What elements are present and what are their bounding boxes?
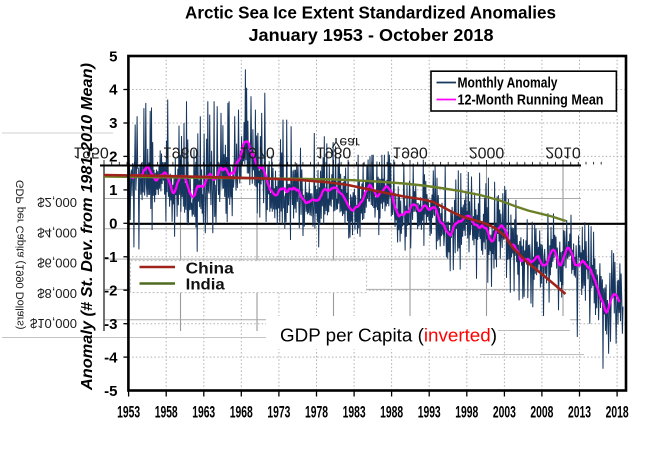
svg-text:2010: 2010 bbox=[545, 144, 581, 161]
svg-text:$6,000: $6,000 bbox=[37, 256, 77, 271]
svg-text:-1: -1 bbox=[104, 249, 117, 266]
svg-text:China: China bbox=[186, 261, 234, 278]
svg-text:-2: -2 bbox=[104, 282, 117, 299]
svg-text:-5: -5 bbox=[104, 383, 117, 400]
svg-text:2003: 2003 bbox=[493, 404, 516, 422]
svg-text:1993: 1993 bbox=[418, 404, 441, 422]
svg-text:GDP per Capita (inverted): GDP per Capita (inverted) bbox=[280, 326, 497, 346]
svg-text:2018: 2018 bbox=[606, 404, 629, 422]
svg-text:1950: 1950 bbox=[73, 144, 109, 161]
svg-text:$2,000: $2,000 bbox=[37, 195, 77, 210]
svg-text:1973: 1973 bbox=[267, 404, 290, 422]
svg-text:3: 3 bbox=[109, 115, 117, 132]
svg-text:GDP per Capita (1990 Dollars): GDP per Capita (1990 Dollars) bbox=[15, 180, 27, 330]
svg-text:1960: 1960 bbox=[163, 144, 199, 161]
svg-text:1983: 1983 bbox=[343, 404, 366, 422]
svg-text:Year: Year bbox=[331, 135, 360, 151]
svg-text:4: 4 bbox=[109, 82, 118, 99]
svg-text:$8,000: $8,000 bbox=[37, 286, 77, 301]
svg-text:-4: -4 bbox=[104, 349, 118, 366]
svg-text:Anomaly (# St. Dev. from 1981-: Anomaly (# St. Dev. from 1981-2010 Mean) bbox=[79, 63, 96, 391]
svg-text:$4,000: $4,000 bbox=[37, 225, 77, 240]
svg-text:1980: 1980 bbox=[316, 144, 352, 161]
svg-text:Monthly Anomaly: Monthly Anomaly bbox=[458, 75, 559, 92]
svg-text:January 1953 - October 2018: January 1953 - October 2018 bbox=[249, 25, 494, 45]
svg-text:2000: 2000 bbox=[469, 144, 505, 161]
svg-text:0: 0 bbox=[109, 216, 117, 233]
svg-text:5: 5 bbox=[109, 48, 117, 65]
svg-text:1: 1 bbox=[109, 182, 117, 199]
svg-text:12-Month Running Mean: 12-Month Running Mean bbox=[458, 92, 604, 109]
svg-text:1953: 1953 bbox=[117, 404, 140, 422]
svg-text:$10,000: $10,000 bbox=[30, 316, 77, 331]
svg-text:2013: 2013 bbox=[568, 404, 591, 422]
svg-text:1958: 1958 bbox=[155, 404, 178, 422]
svg-text:1978: 1978 bbox=[305, 404, 328, 422]
svg-text:Arctic Sea Ice Extent Standard: Arctic Sea Ice Extent Standardized Anoma… bbox=[185, 3, 556, 23]
svg-text:2: 2 bbox=[109, 149, 117, 166]
svg-text:-3: -3 bbox=[104, 316, 117, 333]
svg-text:India: India bbox=[186, 277, 225, 294]
svg-text:1963: 1963 bbox=[192, 404, 215, 422]
svg-text:1990: 1990 bbox=[392, 144, 428, 161]
svg-text:1998: 1998 bbox=[455, 404, 478, 422]
svg-text:1968: 1968 bbox=[230, 404, 253, 422]
svg-text:1970: 1970 bbox=[239, 144, 275, 161]
svg-text:2008: 2008 bbox=[530, 404, 553, 422]
svg-text:1988: 1988 bbox=[380, 404, 403, 422]
